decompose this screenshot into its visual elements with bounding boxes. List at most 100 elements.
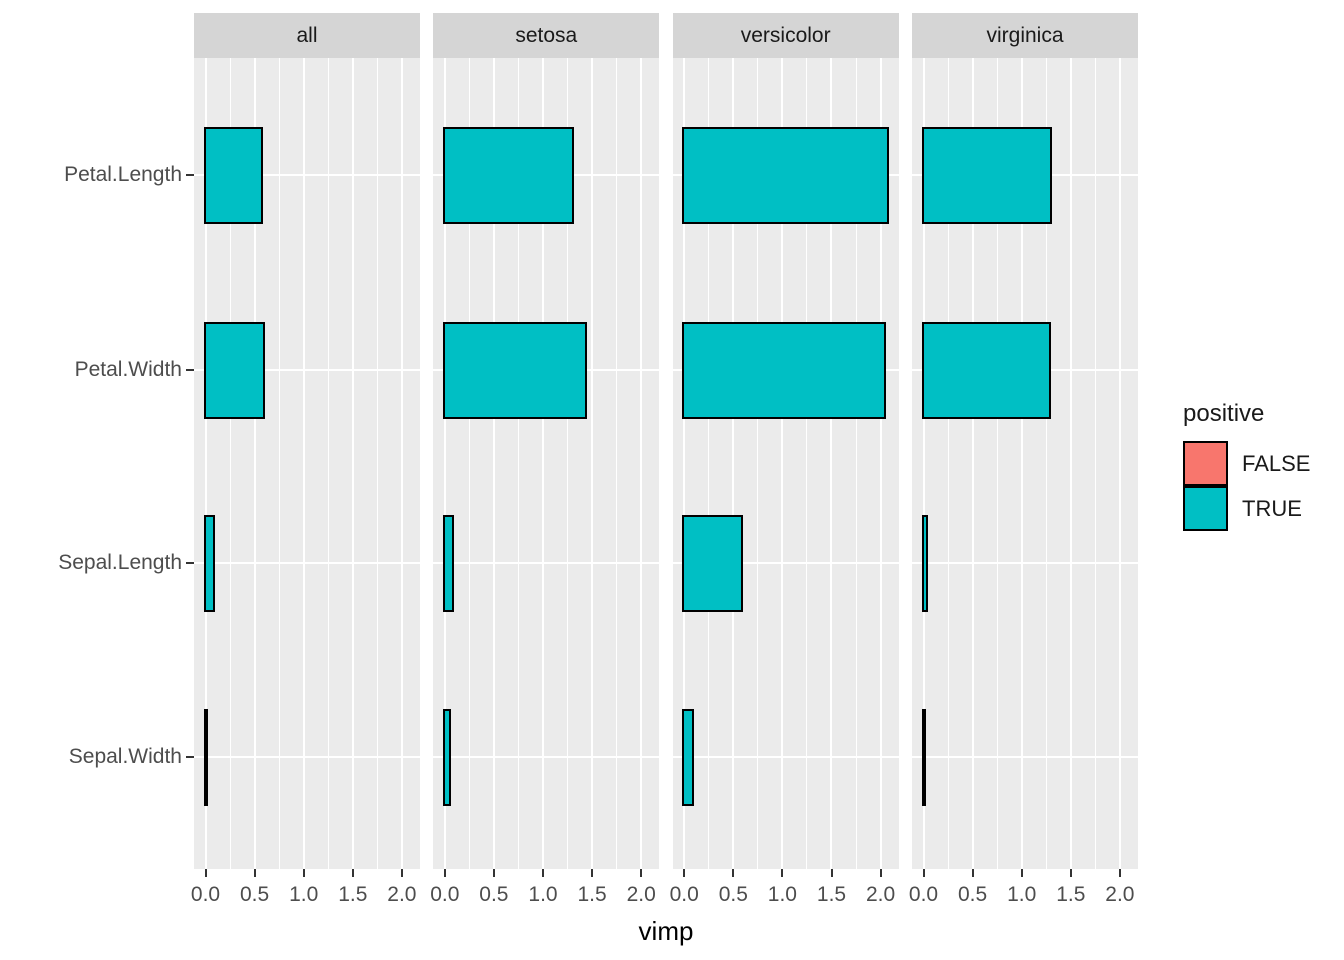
x-axis-tick-label: 1.5	[577, 883, 607, 906]
gridline-minor-x	[855, 58, 857, 869]
vimp-bar	[442, 321, 588, 419]
x-axis-tick	[542, 869, 544, 877]
gridline-minor-x	[806, 58, 808, 869]
x-axis-tick-label: 0.5	[239, 883, 270, 906]
y-axis-tick	[186, 174, 194, 176]
gridline-major-y	[672, 756, 899, 758]
facet-strip: setosa	[433, 13, 660, 58]
x-axis-tick-label: 1.5	[1056, 883, 1086, 906]
vimp-bar	[921, 126, 1053, 224]
gridline-minor-x	[517, 58, 519, 869]
gridline-major-x	[879, 58, 882, 869]
x-axis-tick-label: 1.0	[1007, 883, 1037, 906]
x-axis-tick-label: 1.0	[528, 883, 558, 906]
x-axis-tick	[204, 869, 207, 877]
x-axis-tick-label: 1.5	[338, 883, 368, 906]
x-axis-tick	[971, 869, 974, 877]
gridline-major-x	[302, 58, 305, 869]
x-axis-tick	[922, 869, 925, 877]
vimp-bar	[921, 514, 929, 612]
legend-item: FALSE	[1183, 441, 1310, 486]
facet-strip: virginica	[912, 13, 1138, 58]
gridline-minor-x	[278, 58, 280, 869]
legend-title: positive	[1183, 400, 1265, 427]
legend-key-false	[1183, 441, 1228, 486]
x-axis-tick	[492, 869, 495, 877]
x-axis-tick	[253, 869, 256, 877]
x-axis-tick-label: 1.0	[289, 883, 319, 906]
vimp-bar	[682, 708, 695, 806]
x-axis-tick	[683, 869, 686, 877]
legend-key-true	[1183, 486, 1228, 531]
gridline-minor-x	[468, 58, 470, 869]
gridline-major-x	[971, 58, 974, 869]
y-axis-label: Sepal.Length	[58, 551, 182, 574]
x-axis-tick	[640, 869, 643, 877]
legend-label: TRUE	[1242, 495, 1302, 521]
gridline-minor-x	[1045, 58, 1047, 869]
gridline-major-x	[351, 58, 354, 869]
gridline-major-x	[683, 58, 686, 869]
gridline-major-x	[492, 58, 495, 869]
gridline-major-y	[672, 562, 899, 564]
vimp-bar	[921, 321, 1052, 419]
x-axis-tick	[400, 869, 403, 877]
gridline-major-x	[830, 58, 833, 869]
legend: positive FALSE TRUE	[1183, 400, 1310, 531]
vimp-bar	[921, 708, 926, 806]
vimp-bar	[682, 321, 886, 419]
vimp-bar	[203, 514, 216, 612]
x-axis-tick-label: 2.0	[1105, 883, 1135, 906]
gridline-major-y	[194, 756, 420, 758]
vimp-bar	[682, 126, 890, 224]
facet-strip-label: all	[296, 24, 318, 47]
y-axis-label: Petal.Length	[64, 163, 182, 186]
x-axis-tick	[591, 869, 594, 877]
facet-strip-label: versicolor	[740, 24, 831, 47]
gridline-major-x	[1020, 58, 1023, 869]
y-axis-tick	[186, 756, 194, 758]
gridline-minor-x	[327, 58, 329, 869]
gridline-major-x	[204, 58, 207, 869]
y-axis-tick	[186, 562, 194, 564]
vimp-bar	[442, 126, 575, 224]
vimp-bar	[203, 321, 266, 419]
x-axis-tick-label: 0.0	[430, 883, 460, 906]
facet-strip-label: virginica	[986, 24, 1064, 47]
gridline-minor-x	[708, 58, 710, 869]
y-axis-label: Petal.Width	[74, 358, 182, 381]
facet-panel	[433, 58, 660, 869]
gridline-minor-x	[947, 58, 949, 869]
gridline-minor-x	[567, 58, 569, 869]
x-axis-tick-label: 2.0	[865, 883, 896, 906]
x-axis-tick	[830, 869, 833, 877]
gridline-major-x	[781, 58, 784, 869]
x-axis-tick-label: 2.0	[387, 883, 417, 906]
x-axis-tick	[1118, 869, 1121, 877]
y-axis-tick	[186, 369, 194, 371]
legend-entries: FALSE TRUE	[1183, 441, 1310, 531]
gridline-major-x	[591, 58, 594, 869]
vimp-bar	[203, 126, 264, 224]
x-axis-tick-label: 0.0	[190, 883, 221, 906]
gridline-minor-x	[229, 58, 231, 869]
gridline-major-y	[912, 756, 1138, 758]
x-axis-tick-label: 0.0	[908, 883, 939, 906]
gridline-major-x	[922, 58, 925, 869]
gridline-major-y	[433, 756, 660, 758]
x-axis-tick	[302, 869, 305, 877]
x-axis-tick	[1020, 869, 1023, 877]
x-axis-tick-label: 1.5	[816, 883, 847, 906]
facet-strip: all	[194, 13, 420, 58]
vimp-bar	[442, 514, 454, 612]
legend-label: FALSE	[1242, 450, 1311, 476]
vimp-bar	[203, 708, 208, 806]
gridline-major-y	[194, 369, 420, 371]
x-axis-tick	[443, 869, 446, 877]
facet-panel	[912, 58, 1138, 869]
x-axis-tick	[879, 869, 882, 877]
gridline-minor-x	[616, 58, 618, 869]
gridline-minor-x	[996, 58, 998, 869]
gridline-major-x	[253, 58, 256, 869]
